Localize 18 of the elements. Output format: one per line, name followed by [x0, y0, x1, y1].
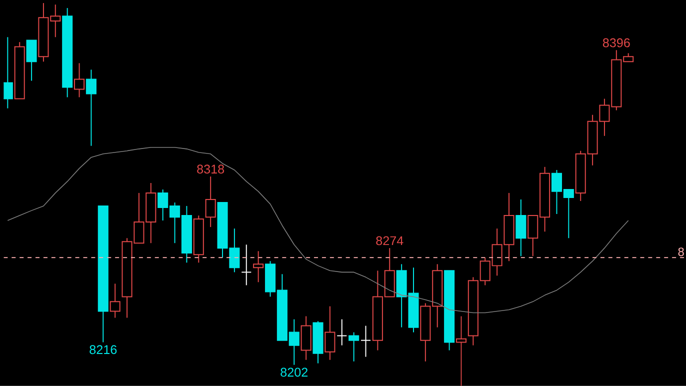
candlestick: [253, 250, 264, 283]
annotation: 8216: [90, 345, 117, 354]
text: 8: [678, 248, 684, 256]
candlestick: [516, 199, 526, 257]
candlestick: [336, 318, 348, 346]
candlestick: [86, 69, 96, 146]
candlestick: [205, 176, 216, 228]
candlestick: [360, 325, 372, 358]
candlestick: [110, 283, 120, 318]
candlestick: [324, 306, 336, 360]
candlestick: [74, 62, 85, 98]
annotation: 8396: [602, 38, 630, 48]
candlestick: [241, 244, 252, 286]
candlestick: [26, 40, 37, 82]
candlestick: [348, 332, 360, 362]
annotation: 8274: [376, 236, 404, 246]
annotation: 8318: [197, 164, 224, 174]
annotation: 8202: [280, 368, 308, 377]
